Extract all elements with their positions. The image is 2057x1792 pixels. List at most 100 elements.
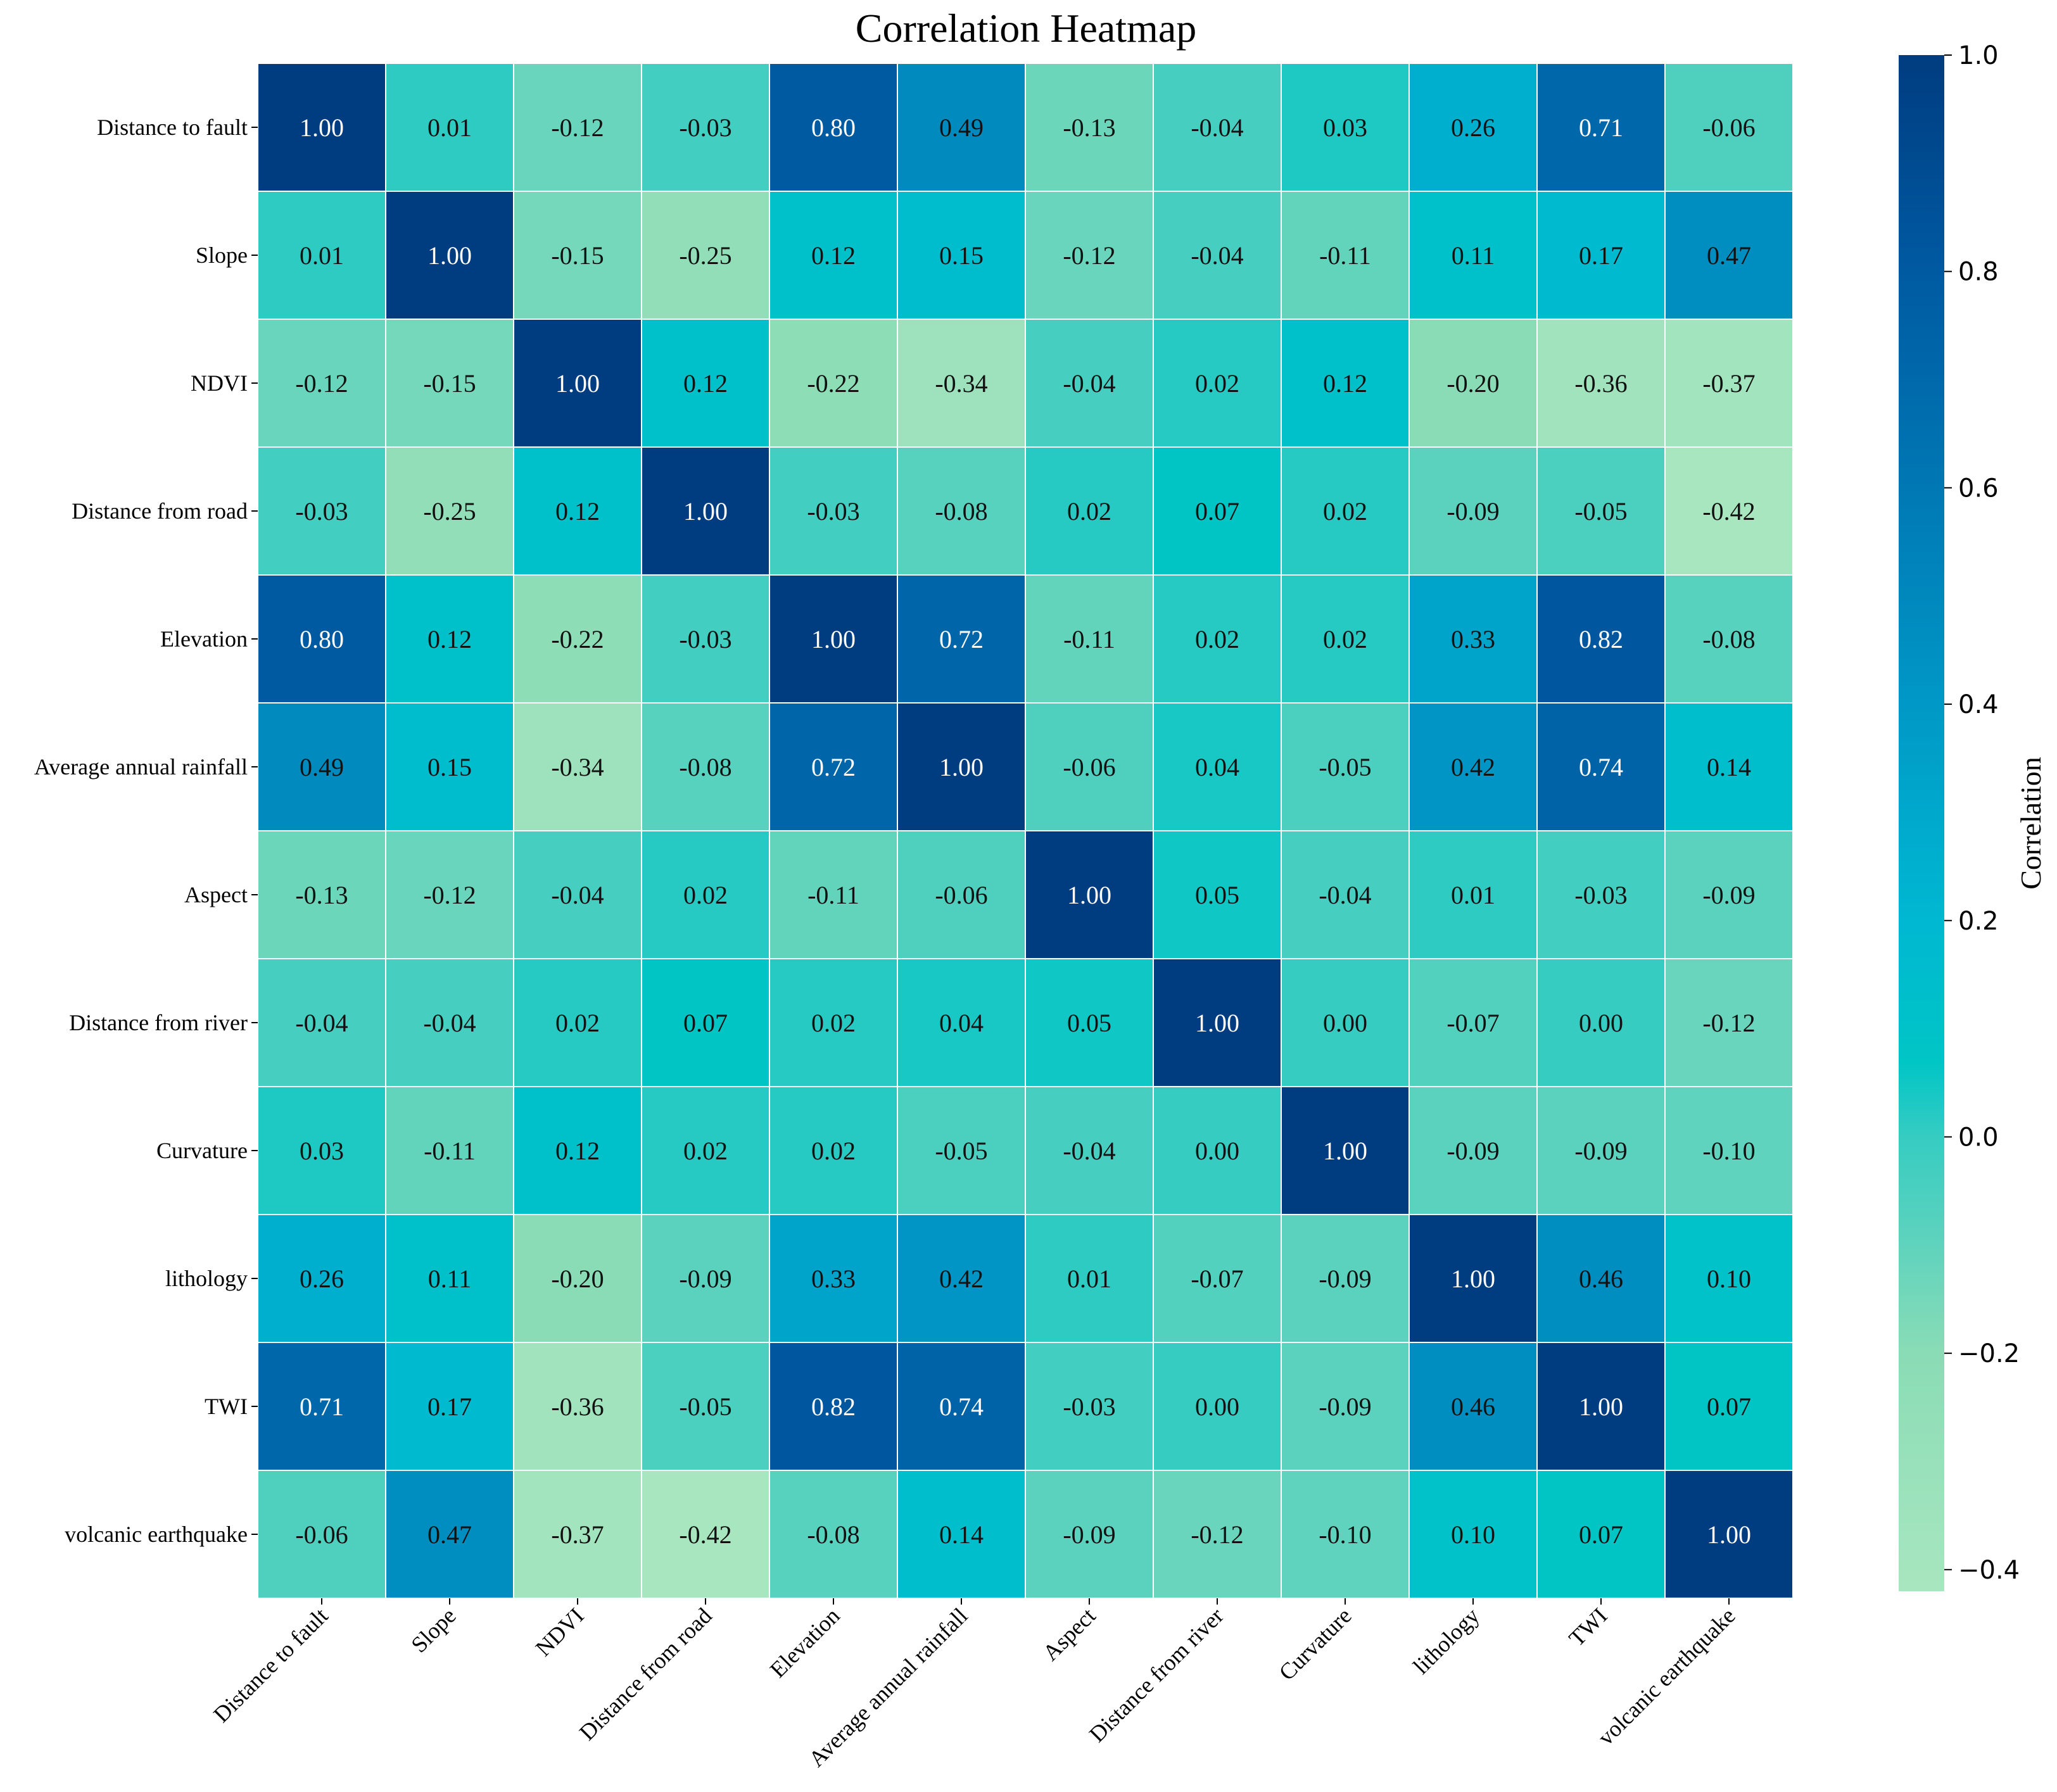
- heatmap-cell: [257, 830, 386, 959]
- cell-value-label: 0.17: [1579, 241, 1623, 270]
- cell-value-label: -0.06: [1702, 113, 1755, 142]
- heatmap-cell: [641, 63, 770, 192]
- heatmap-cell: [1408, 958, 1538, 1087]
- cell-value-label: -0.25: [423, 497, 476, 526]
- heatmap-cells: 1.00 0.01 -0.12 -0.03 0.80 0.49 -0.13 -0.04 0.03…: [257, 63, 1794, 1599]
- cell-value-label: 1.00: [683, 497, 728, 526]
- heatmap-cell: [1664, 830, 1794, 959]
- heatmap-cell: [1025, 958, 1154, 1087]
- cell-value-label: -0.04: [1191, 113, 1243, 142]
- cell-value-label: 0.02: [683, 1137, 728, 1165]
- heatmap-cell: [769, 830, 898, 959]
- cell-value-label: -0.22: [807, 369, 859, 398]
- heatmap-cell: [1153, 1342, 1282, 1471]
- cell-value-label: 0.04: [1195, 753, 1239, 781]
- cell-value-label: -0.09: [1702, 881, 1755, 909]
- x-tick-label: Distance from river: [1084, 1603, 1229, 1747]
- cell-value-label: 0.26: [300, 1265, 344, 1293]
- cell-value-label: 0.12: [683, 369, 728, 398]
- y-tick-label: TWI: [205, 1394, 248, 1419]
- cell-value-label: 0.15: [939, 241, 984, 270]
- cell-value-label: 1.00: [555, 369, 600, 398]
- heatmap-cell: [1153, 574, 1282, 704]
- cell-value-label: 0.26: [1451, 113, 1495, 142]
- cell-value-label: 0.71: [300, 1392, 344, 1421]
- cell-value-label: 1.00: [1707, 1520, 1751, 1549]
- cell-value-label: -0.03: [295, 497, 348, 526]
- cell-value-label: 0.12: [555, 1137, 600, 1165]
- cell-value-label: -0.11: [1063, 625, 1115, 653]
- cell-value-label: -0.42: [1702, 497, 1755, 526]
- x-tick-label: NDVI: [531, 1603, 589, 1661]
- cell-value-label: 0.02: [683, 881, 728, 909]
- heatmap-cell: [769, 1214, 898, 1343]
- colorbar-tick-label: 1.0: [1958, 41, 1999, 70]
- cell-value-label: -0.15: [551, 241, 604, 270]
- heatmap-cell: [385, 1086, 514, 1215]
- heatmap-cell: [897, 63, 1026, 192]
- cell-value-label: 1.00: [1195, 1009, 1239, 1037]
- cell-value-label: -0.03: [679, 113, 731, 142]
- cell-value-label: 0.14: [1707, 753, 1751, 781]
- cell-value-label: -0.12: [1063, 241, 1115, 270]
- heatmap-cell: [1281, 702, 1410, 831]
- heatmap-cell: [1664, 1342, 1794, 1471]
- cell-value-label: -0.09: [1319, 1265, 1371, 1293]
- cell-value-label: -0.05: [935, 1137, 987, 1165]
- y-tick-label: lithology: [165, 1266, 248, 1291]
- cell-value-label: -0.10: [1702, 1137, 1755, 1165]
- heatmap-cell: [385, 958, 514, 1087]
- cell-value-label: -0.12: [551, 113, 604, 142]
- heatmap-cell: [1536, 574, 1666, 704]
- heatmap-cell: [1664, 63, 1794, 192]
- x-tick-label: Slope: [406, 1603, 460, 1657]
- cell-value-label: -0.09: [1446, 497, 1499, 526]
- y-tick-label: volcanic earthquake: [65, 1522, 248, 1547]
- cell-value-label: -0.11: [1319, 241, 1371, 270]
- cell-value-label: 0.11: [428, 1265, 472, 1293]
- heatmap-cell: [769, 1342, 898, 1471]
- cell-value-label: -0.13: [1063, 113, 1115, 142]
- y-tick-label: Distance from road: [72, 498, 248, 524]
- heatmap-cell: [1664, 1470, 1794, 1599]
- y-tick-label: NDVI: [191, 370, 248, 396]
- heatmap-cell: [385, 446, 514, 576]
- heatmap-cell: [1408, 1086, 1538, 1215]
- heatmap-cell: [1536, 1470, 1666, 1599]
- y-tick-label: Slope: [196, 243, 248, 268]
- cell-value-label: -0.08: [1702, 625, 1755, 653]
- heatmap-cell: [641, 958, 770, 1087]
- heatmap-cell: [1153, 702, 1282, 831]
- heatmap-cell: [513, 191, 642, 320]
- heatmap-cell: [641, 1214, 770, 1343]
- cell-value-label: -0.22: [551, 625, 604, 653]
- heatmap-cell: [641, 702, 770, 831]
- heatmap-cell: [1281, 1086, 1410, 1215]
- cell-value-label: -0.04: [1191, 241, 1243, 270]
- heatmap-cell: [897, 191, 1026, 320]
- heatmap-cell: [1664, 1214, 1794, 1343]
- heatmap-cell: [257, 1342, 386, 1471]
- cell-value-label: 0.47: [427, 1520, 472, 1549]
- heatmap-cell: [257, 446, 386, 576]
- heatmap-cell: [513, 574, 642, 704]
- heatmap-cell: [769, 958, 898, 1087]
- cell-value-label: -0.36: [1574, 369, 1627, 398]
- heatmap-cell: [1025, 1214, 1154, 1343]
- cell-value-label: 0.02: [555, 1009, 600, 1037]
- cell-value-label: 0.82: [1579, 625, 1623, 653]
- heatmap-cell: [641, 1086, 770, 1215]
- cell-value-label: 0.02: [1195, 369, 1239, 398]
- cell-value-label: -0.03: [679, 625, 731, 653]
- cell-value-label: 0.00: [1195, 1137, 1239, 1165]
- heatmap-cell: [1025, 702, 1154, 831]
- heatmap-cell: [1664, 191, 1794, 320]
- cell-value-label: -0.08: [935, 497, 987, 526]
- cell-value-label: 0.10: [1707, 1265, 1751, 1293]
- cell-value-label: -0.07: [1446, 1009, 1499, 1037]
- heatmap-cell: [385, 63, 514, 192]
- x-tick-label: Aspect: [1038, 1603, 1101, 1665]
- cell-value-label: 0.47: [1707, 241, 1751, 270]
- heatmap-cell: [897, 1470, 1026, 1599]
- colorbar-tick-label: 0.4: [1958, 690, 1999, 719]
